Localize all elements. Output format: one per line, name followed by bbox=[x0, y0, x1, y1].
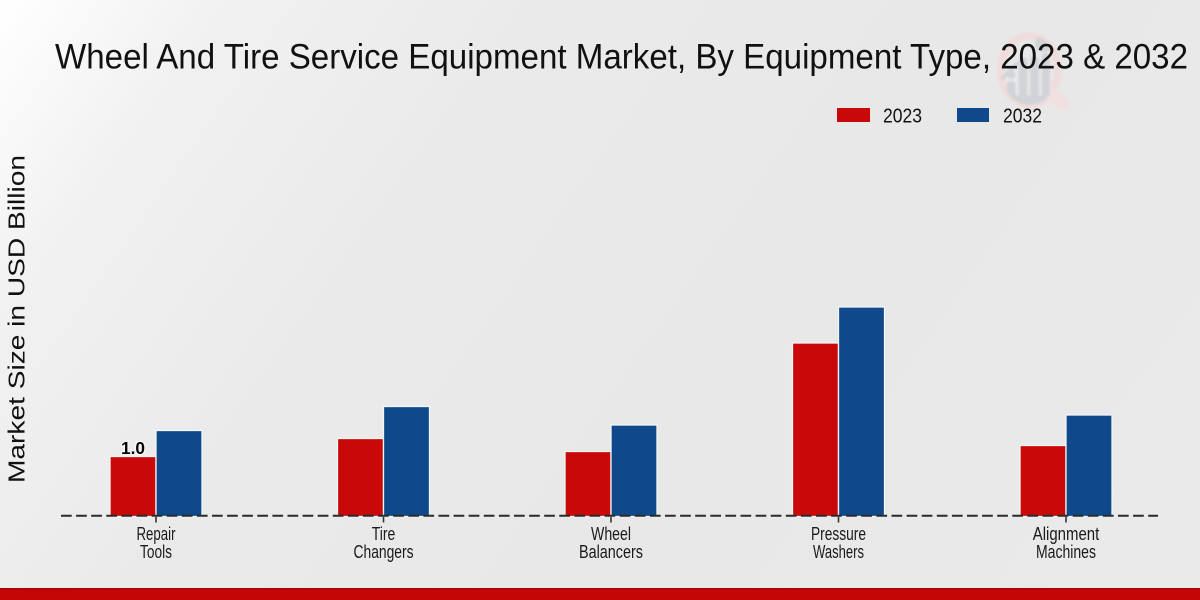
svg-text:Tire: Tire bbox=[372, 524, 396, 544]
svg-text:2032: 2032 bbox=[1003, 106, 1042, 128]
svg-text:Changers: Changers bbox=[354, 542, 414, 562]
svg-text:Wheel And Tire Service Equipme: Wheel And Tire Service Equipment Market,… bbox=[55, 37, 1188, 76]
svg-text:Wheel: Wheel bbox=[591, 524, 631, 544]
svg-text:Tools: Tools bbox=[140, 542, 172, 562]
svg-text:Machines: Machines bbox=[1036, 542, 1096, 562]
svg-text:1.0: 1.0 bbox=[121, 438, 145, 458]
svg-text:Repair: Repair bbox=[137, 524, 176, 544]
svg-text:Balancers: Balancers bbox=[579, 542, 643, 562]
svg-text:2023: 2023 bbox=[883, 106, 922, 128]
svg-text:Washers: Washers bbox=[813, 542, 864, 562]
svg-text:Alignment: Alignment bbox=[1033, 524, 1100, 544]
svg-text:Market Size in USD Billion: Market Size in USD Billion bbox=[4, 155, 30, 483]
svg-text:Pressure: Pressure bbox=[811, 524, 866, 544]
